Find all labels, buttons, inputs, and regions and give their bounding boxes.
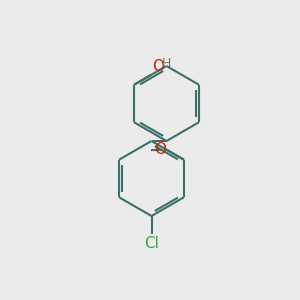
- Text: H: H: [162, 57, 171, 70]
- Text: O: O: [152, 59, 164, 74]
- Text: O: O: [154, 142, 166, 157]
- Text: Cl: Cl: [144, 236, 159, 251]
